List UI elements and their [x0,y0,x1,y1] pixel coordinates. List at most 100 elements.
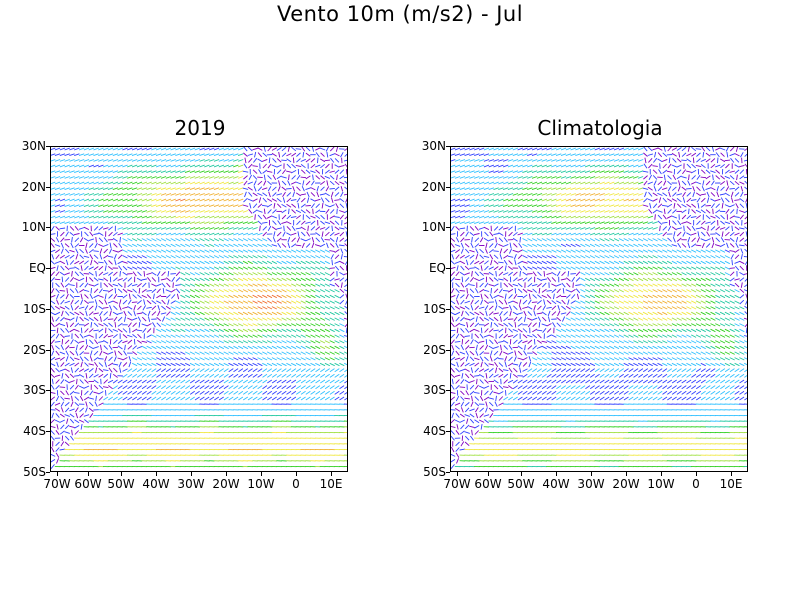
wind-arrow [108,396,114,401]
wind-arrow [54,176,61,179]
wind-arrow [340,248,344,254]
wind-arrow [74,305,80,311]
wind-arrow [99,310,103,316]
wind-arrow [136,362,143,367]
wind-arrow [112,153,119,157]
wind-arrow [744,148,747,152]
lon-tick-mark [88,472,89,476]
lon-tick-mark [261,472,262,476]
wind-arrow [136,170,143,174]
wind-arrow [320,368,326,373]
wind-arrow [315,147,321,151]
wind-arrow [329,267,335,269]
wind-arrow [242,238,249,242]
wind-arrow [580,238,586,242]
wind-arrow [233,396,239,401]
wind-arrow [185,283,191,287]
wind-arrow [498,198,504,202]
wind-arrow [209,266,215,270]
wind-arrow [223,300,229,304]
wind-arrow [300,158,306,162]
wind-arrow [522,271,528,276]
wind-arrow [343,176,347,179]
wind-arrow [686,214,692,220]
wind-arrow [69,267,75,269]
wind-arrow [184,260,191,265]
wind-arrow [690,232,697,236]
wind-arrow [257,158,263,163]
wind-arrow [218,345,225,350]
wind-arrow [464,255,470,259]
wind-arrow [151,227,157,230]
wind-arrow [339,231,345,237]
wind-arrow [266,215,273,219]
wind-arrow [112,231,118,237]
wind-arrow [233,340,239,344]
wind-arrow [536,198,543,202]
wind-arrow [710,215,716,219]
wind-arrow [295,249,302,253]
wind-arrow [325,186,330,192]
wind-arrow [339,272,345,276]
wind-arrow [151,210,157,213]
wind-arrow [244,191,247,198]
wind-arrow [151,204,157,208]
wind-arrow [695,192,702,197]
wind-arrow [695,272,702,276]
wind-arrow [61,310,64,317]
wind-arrow [233,153,239,157]
wind-arrow [541,227,548,230]
wind-arrow [594,170,601,174]
wind-arrow [54,374,61,378]
wind-arrow [286,249,292,253]
wind-arrow [531,170,538,174]
wind-arrow [688,208,690,215]
wind-arrow [131,255,138,259]
wind-arrow [237,204,244,208]
wind-arrow [79,345,84,350]
wind-arrow [647,186,653,191]
wind-arrow [107,176,114,179]
wind-arrow [127,339,133,344]
wind-arrow [228,306,234,310]
wind-arrow [291,300,297,304]
wind-arrow [122,340,128,344]
wind-arrow [507,255,514,258]
wind-arrow [136,351,143,355]
wind-arrow [334,282,340,288]
wind-arrow [696,186,701,192]
wind-arrow [464,181,470,185]
wind-arrow [132,373,138,378]
wind-arrow [252,373,258,378]
wind-arrow [666,203,673,208]
wind-arrow [51,254,55,260]
wind-arrow [59,271,65,276]
wind-arrow [146,306,152,309]
wind-arrow [281,289,287,293]
wind-arrow [151,351,157,355]
wind-arrow [740,191,744,198]
wind-arrow [194,277,200,282]
wind-arrow [199,193,205,196]
wind-arrow [146,390,152,395]
wind-arrow [311,242,315,249]
wind-arrow [64,431,70,434]
lon-tick-label: 0 [292,477,300,491]
wind-arrow [628,159,634,162]
wind-arrow [329,215,335,219]
wind-arrow [238,306,244,310]
wind-arrow [460,265,465,271]
wind-arrow [320,220,325,225]
wind-arrow [493,147,499,151]
wind-arrow [136,187,143,191]
wind-arrow [141,215,148,219]
wind-arrow [204,368,210,373]
wind-arrow [575,204,581,208]
wind-arrow [104,265,107,271]
wind-arrow [141,278,148,281]
wind-arrow [570,249,576,253]
wind-arrow [175,255,181,259]
wind-arrow [107,215,114,219]
wind-arrow [633,147,639,151]
wind-arrow [345,231,347,237]
